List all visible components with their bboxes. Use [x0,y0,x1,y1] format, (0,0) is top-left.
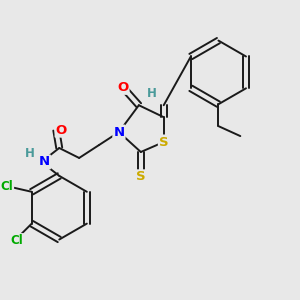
Text: N: N [39,155,50,168]
Text: Cl: Cl [11,234,23,247]
Text: H: H [147,87,157,100]
Text: S: S [159,136,169,148]
Text: N: N [113,126,124,139]
Text: Cl: Cl [0,180,13,193]
Text: O: O [117,81,128,94]
Text: S: S [136,170,146,183]
Text: H: H [25,148,34,160]
Text: O: O [56,124,67,136]
